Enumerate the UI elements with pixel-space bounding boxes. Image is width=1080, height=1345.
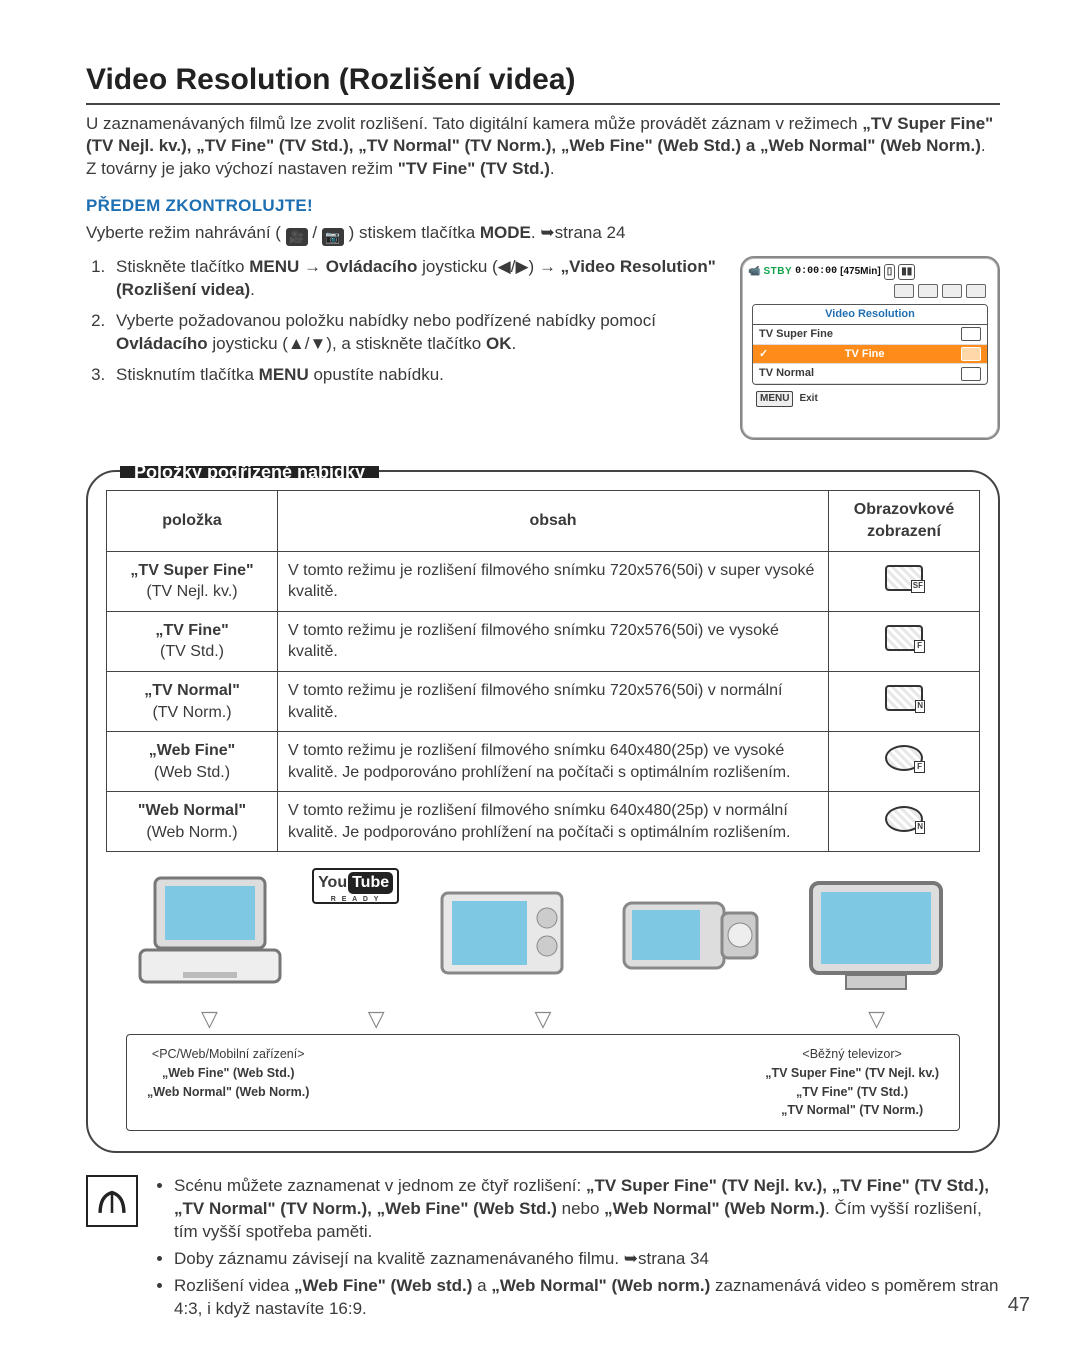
device-caption-box: <PC/Web/Mobilní zařízení> „Web Fine" (We… <box>126 1034 960 1131</box>
mode-line: Vyberte režim nahrávání ( 🎥 / 📷 ) stiske… <box>86 222 1000 246</box>
device-arrows: ▽▽▽▽▽ <box>126 1004 960 1034</box>
camcorder-device-icon <box>604 868 774 998</box>
camcorder-icon: 📹 <box>748 265 760 279</box>
photo-frame-icon <box>417 868 587 998</box>
intro-text: U zaznamenávaných filmů lze zvolit rozli… <box>86 113 1000 182</box>
page-number: 47 <box>1008 1292 1030 1319</box>
row-icon <box>829 611 980 671</box>
note-icon <box>86 1175 138 1227</box>
row-name: "Web Normal"(Web Norm.) <box>107 792 278 852</box>
note-item: Rozlišení videa „Web Fine" (Web std.) a … <box>174 1275 1000 1321</box>
submenu-table: položka obsah Obrazovkové zobrazení „TV … <box>106 490 980 852</box>
osd-menu-button: MENU <box>756 391 793 407</box>
table-row: „TV Fine"(TV Std.)V tomto režimu je rozl… <box>107 611 980 671</box>
note-section: Scénu můžete zaznamenat v jednom ze čtyř… <box>86 1175 1000 1325</box>
camera-osd: 📹 STBY 0:00:00 [475Min] ▯ ▮▮ Video Resol… <box>740 256 1000 440</box>
osd-menu: Video Resolution TV Super Fine✓ TV FineT… <box>752 304 988 385</box>
video-mode-icon: 🎥 <box>286 228 308 246</box>
tv-icon <box>791 868 961 998</box>
row-icon <box>829 732 980 792</box>
row-icon <box>829 671 980 731</box>
dev-right-col: <Běžný televizor> „TV Super Fine" (TV Ne… <box>765 1045 939 1120</box>
steps-list: Stiskněte tlačítko MENU → Ovládacího joy… <box>86 256 722 387</box>
note-list: Scénu můžete zaznamenat v jednom ze čtyř… <box>156 1175 1000 1325</box>
row-name: „TV Normal"(TV Norm.) <box>107 671 278 731</box>
table-row: "Web Normal"(Web Norm.)V tomto režimu je… <box>107 792 980 852</box>
th-content: obsah <box>278 491 829 551</box>
submenu-panel: Položky podřízené nabídky položka obsah … <box>86 470 1000 1153</box>
youtube-ready-icon: YouTubeR E A D Y <box>312 868 399 904</box>
laptop-icon <box>125 868 295 998</box>
step-item: Stiskněte tlačítko MENU → Ovládacího joy… <box>110 256 722 302</box>
osd-menu-item: TV Normal <box>753 364 987 384</box>
battery-icon: ▮▮ <box>898 264 915 280</box>
row-content: V tomto režimu je rozlišení filmového sn… <box>278 551 829 611</box>
stby-label: STBY <box>763 265 792 279</box>
devices-row: YouTubeR E A D Y <box>116 868 970 998</box>
th-item: položka <box>107 491 278 551</box>
th-display: Obrazovkové zobrazení <box>829 491 980 551</box>
row-name: „TV Fine"(TV Std.) <box>107 611 278 671</box>
card-icon: ▯ <box>884 264 896 280</box>
note-item: Doby záznamu závisejí na kvalitě zazname… <box>174 1248 1000 1271</box>
osd-menu-item: ✓ TV Fine <box>753 345 987 365</box>
table-row: „Web Fine"(Web Std.)V tomto režimu je ro… <box>107 732 980 792</box>
row-icon <box>829 792 980 852</box>
note-item: Scénu můžete zaznamenat v jednom ze čtyř… <box>174 1175 1000 1244</box>
precheck-heading: PŘEDEM ZKONTROLUJTE! <box>86 195 1000 218</box>
row-content: V tomto režimu je rozlišení filmového sn… <box>278 792 829 852</box>
step-item: Stisknutím tlačítka MENU opustíte nabídk… <box>110 364 722 387</box>
rec-time: 0:00:00 <box>795 265 837 279</box>
row-name: „Web Fine"(Web Std.) <box>107 732 278 792</box>
step-item: Vyberte požadovanou položku nabídky nebo… <box>110 310 722 356</box>
row-name: „TV Super Fine"(TV Nejl. kv.) <box>107 551 278 611</box>
osd-menu-item: TV Super Fine <box>753 325 987 345</box>
row-icon <box>829 551 980 611</box>
table-row: „TV Normal"(TV Norm.)V tomto režimu je r… <box>107 671 980 731</box>
photo-mode-icon: 📷 <box>322 228 344 246</box>
table-row: „TV Super Fine"(TV Nejl. kv.)V tomto rež… <box>107 551 980 611</box>
row-content: V tomto režimu je rozlišení filmového sn… <box>278 671 829 731</box>
osd-menu-title: Video Resolution <box>753 305 987 325</box>
row-content: V tomto režimu je rozlišení filmového sn… <box>278 732 829 792</box>
osd-exit-label: Exit <box>799 392 817 406</box>
card-remaining: [475Min] <box>840 265 881 279</box>
status-icons-row <box>748 284 992 298</box>
row-content: V tomto režimu je rozlišení filmového sn… <box>278 611 829 671</box>
submenu-title: Položky podřízené nabídky <box>120 466 379 478</box>
page-title: Video Resolution (Rozlišení videa) <box>86 60 1000 105</box>
dev-left-col: <PC/Web/Mobilní zařízení> „Web Fine" (We… <box>147 1045 309 1120</box>
